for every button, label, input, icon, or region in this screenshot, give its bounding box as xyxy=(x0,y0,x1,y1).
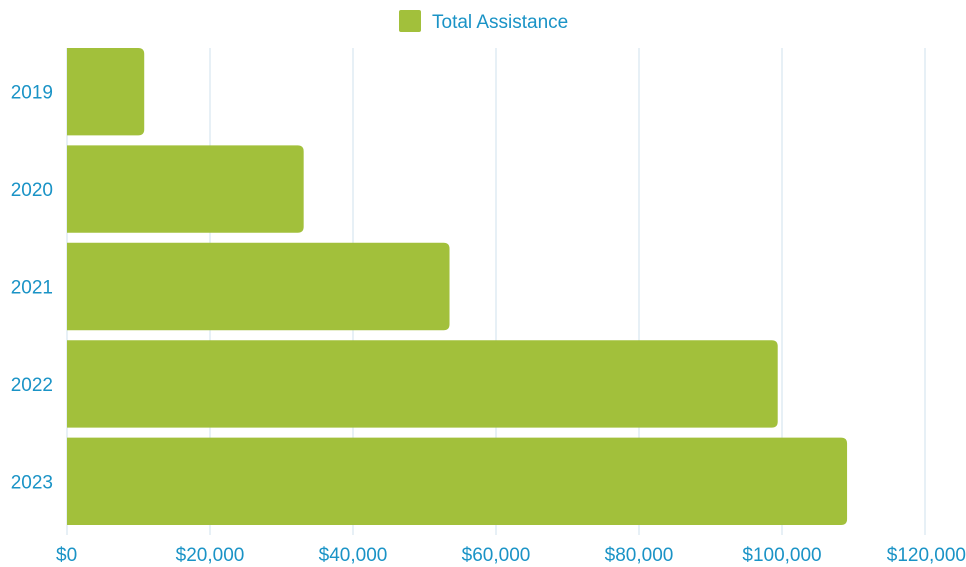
x-tick-label: $0 xyxy=(56,545,77,566)
y-tick-label-2021: 2021 xyxy=(11,278,53,299)
x-tick-label: $60,000 xyxy=(462,545,531,566)
y-tick-label-2020: 2020 xyxy=(11,180,53,201)
y-tick-label-2019: 2019 xyxy=(11,83,53,104)
legend-swatch-total-assistance xyxy=(399,10,421,32)
bar-2021 xyxy=(67,242,450,331)
bar-2020 xyxy=(67,145,304,233)
bar-2019 xyxy=(67,48,145,136)
x-tick-label: $20,000 xyxy=(176,545,245,566)
y-tick-label-2022: 2022 xyxy=(11,375,53,396)
x-tick-label: $120,000 xyxy=(887,545,966,566)
x-tick-label: $100,000 xyxy=(742,545,821,566)
bars xyxy=(67,48,848,525)
x-tick-label: $40,000 xyxy=(319,545,388,566)
legend-label-total-assistance: Total Assistance xyxy=(432,12,568,33)
x-tick-label: $80,000 xyxy=(605,545,674,566)
y-axis-tick-labels: 2019 2020 2021 2022 2023 xyxy=(11,83,53,494)
x-axis-tick-labels: $0 $20,000 $40,000 $60,000 $80,000 $100,000 $1… xyxy=(56,545,966,566)
bar-2022 xyxy=(67,340,778,428)
bar-2023 xyxy=(67,437,848,525)
legend: Total Assistance xyxy=(399,10,568,33)
y-tick-label-2023: 2023 xyxy=(11,472,53,493)
